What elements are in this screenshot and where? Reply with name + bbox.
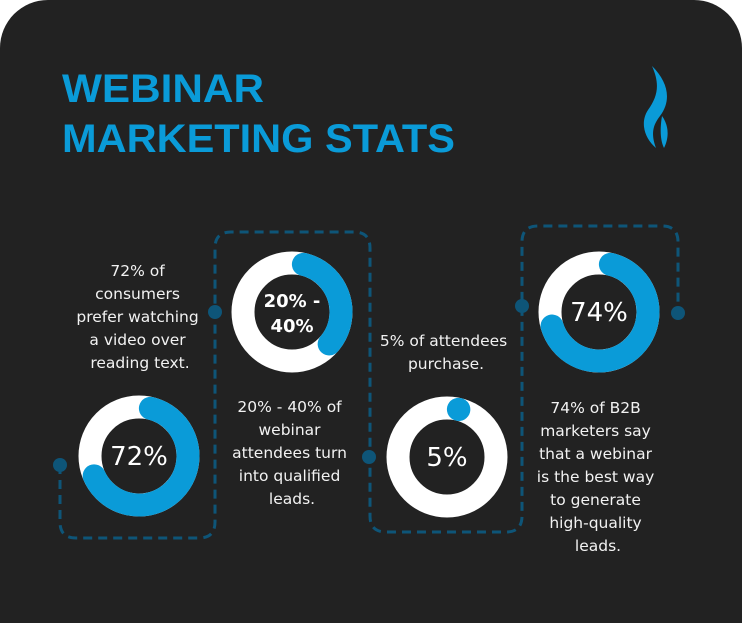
donut-ring-4: 74% <box>538 251 660 373</box>
ring-progress-arc <box>231 251 353 373</box>
connector-dot <box>671 306 685 320</box>
connector-dot <box>515 299 529 313</box>
stat-4-description: 74% of B2B marketers say that a webinar … <box>537 399 659 555</box>
connector-path <box>58 224 680 540</box>
connector-dots <box>53 299 685 472</box>
stat-3-description: 5% of attendees purchase. <box>380 332 512 373</box>
ring-progress-arc <box>538 251 660 373</box>
ring-value-label: 20% -40% <box>264 291 321 337</box>
donut-ring-2: 20% -40% <box>231 251 353 373</box>
title-line-1: WEBINAR <box>62 67 264 111</box>
stat-2-description: 20% - 40% of webinar attendees turn into… <box>232 398 352 508</box>
ring-value-label: 72% <box>110 442 168 472</box>
donut-ring-1: 72% <box>78 395 200 517</box>
ring-value-label: 74% <box>570 298 628 328</box>
ring-value-label: 5% <box>426 443 467 473</box>
ring-progress-arc <box>78 395 200 517</box>
connector-dot <box>53 458 67 472</box>
connector-dot <box>208 305 222 319</box>
stat-1-description: 72% of consumers prefer watching a video… <box>76 262 203 372</box>
ring-progress-arc <box>386 396 508 518</box>
flame-icon <box>643 66 668 148</box>
donut-ring-3: 5% <box>386 396 508 518</box>
connector-dot <box>362 450 376 464</box>
title-line-2: MARKETING STATS <box>62 117 455 161</box>
